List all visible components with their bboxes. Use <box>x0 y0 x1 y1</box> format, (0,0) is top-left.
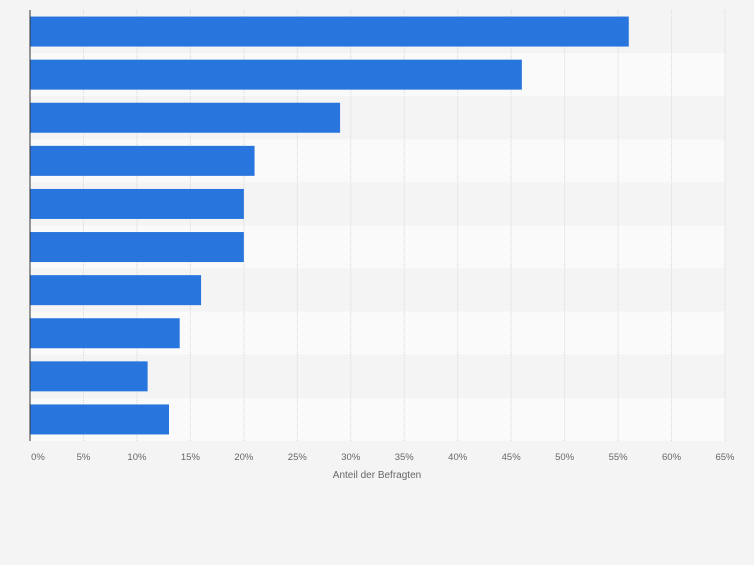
bar[interactable] <box>30 232 244 263</box>
x-tick-label: 45% <box>502 452 522 463</box>
bar[interactable] <box>30 318 180 349</box>
x-tick-label: 10% <box>127 452 147 463</box>
x-tick-label: 15% <box>181 452 201 463</box>
bar[interactable] <box>30 59 522 90</box>
bar[interactable] <box>30 16 629 47</box>
x-tick-label: 25% <box>288 452 308 463</box>
x-tick-label: 55% <box>609 452 629 463</box>
x-tick-label: 50% <box>555 452 575 463</box>
x-tick-label: 65% <box>715 452 735 463</box>
x-tick-label: 20% <box>234 452 254 463</box>
x-axis-title: Anteil der Befragten <box>333 470 421 481</box>
x-tick-label: 35% <box>395 452 415 463</box>
x-tick-label: 60% <box>662 452 682 463</box>
bars <box>30 16 629 435</box>
bar[interactable] <box>30 275 202 306</box>
x-tick-label: 0% <box>31 452 45 463</box>
x-tick-labels: 0% 5% 10% 15% 20% 25% 30% 35% 40% 45% 50% 55% 60% 65% <box>31 452 735 463</box>
bar[interactable] <box>30 145 255 176</box>
bar[interactable] <box>30 102 341 133</box>
x-tick-label: 5% <box>77 452 91 463</box>
bar[interactable] <box>30 188 244 219</box>
bar[interactable] <box>30 404 169 435</box>
x-tick-label: 30% <box>341 452 361 463</box>
bar[interactable] <box>30 361 148 392</box>
x-tick-label: 40% <box>448 452 468 463</box>
